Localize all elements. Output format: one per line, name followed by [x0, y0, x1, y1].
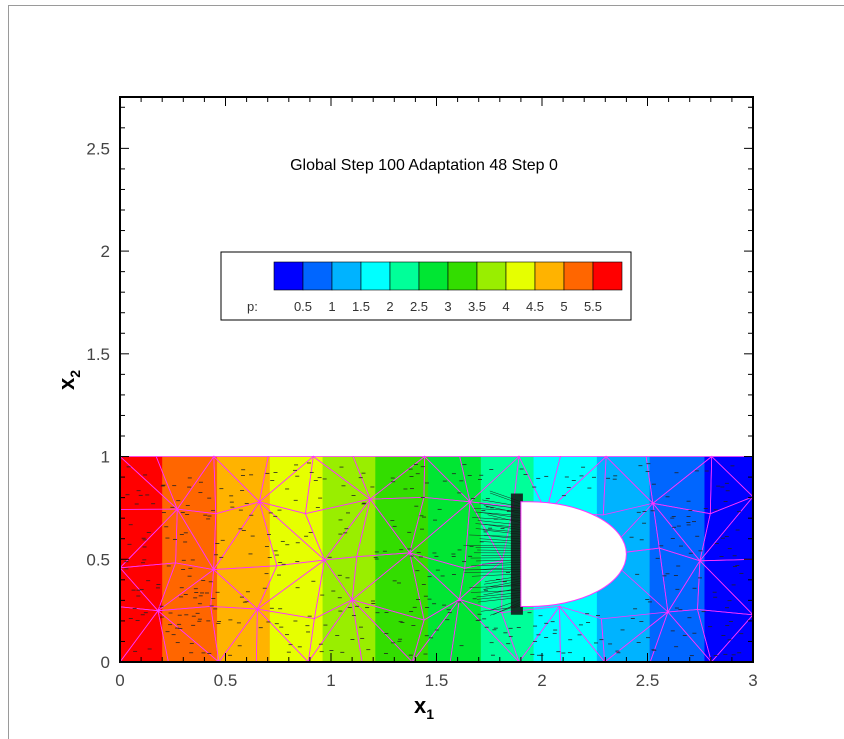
mesh-triangle — [600, 611, 670, 663]
colorbar-swatches — [273, 261, 623, 291]
x-tick-label: 0.5 — [214, 671, 238, 690]
colorbar-swatch — [331, 261, 362, 291]
colorbar-swatch — [418, 261, 449, 291]
x-axis-label-sub: 1 — [426, 706, 434, 722]
y-tick-labels: 0 0.5 1 1.5 2 2.5 — [86, 139, 110, 672]
colorbar-swatch — [302, 261, 333, 291]
colorbar-swatch — [360, 261, 391, 291]
colorbar-swatch — [534, 261, 565, 291]
x-tick-label: 1 — [326, 671, 335, 690]
axis-ticks — [119, 97, 754, 663]
colorbar-tick-label: 2.5 — [410, 299, 428, 314]
x-tick-label: 2 — [537, 671, 546, 690]
colorbar-swatch — [505, 261, 536, 291]
colorbar-tick-label: 3 — [444, 299, 451, 314]
y-tick-label: 1 — [101, 448, 110, 467]
x-axis-label: x1 — [414, 693, 434, 722]
colorbar-swatch — [563, 261, 594, 291]
mesh-triangle — [501, 605, 561, 663]
x-tick-label: 2.5 — [636, 671, 660, 690]
colorbar-tick-label: 0.5 — [294, 299, 312, 314]
colorbar-tick-label: 3.5 — [468, 299, 486, 314]
colorbar-swatch — [389, 261, 420, 291]
colorbar-swatch — [476, 261, 507, 291]
colorbar-legend: p: 0.5 1 1.5 2 2.5 3 3.5 4 4.5 5 5.5 — [220, 251, 632, 321]
figure-frame — [8, 5, 844, 739]
x-tick-label: 1.5 — [425, 671, 449, 690]
colorbar-swatch — [447, 261, 478, 291]
mesh-triangle — [258, 456, 315, 503]
mesh-triangle — [459, 456, 521, 503]
colorbar-tick-labels: 0.5 1 1.5 2 2.5 3 3.5 4 4.5 5 5.5 — [294, 299, 602, 314]
colorbar-tick-label: 4.5 — [526, 299, 544, 314]
y-axis-label-sub: 2 — [67, 370, 83, 378]
colorbar-label: p: — [247, 299, 258, 314]
mesh-triangle — [545, 456, 608, 514]
x-tick-labels: 0 0.5 1 1.5 2 2.5 3 — [115, 671, 757, 690]
obstacle-shape — [520, 501, 627, 608]
colorbar-tick-label: 2 — [386, 299, 393, 314]
x-tick-label: 0 — [115, 671, 124, 690]
colorbar-tick-label: 4 — [502, 299, 509, 314]
x-axis-label-main: x — [414, 693, 427, 718]
colorbar-tick-label: 5 — [560, 299, 567, 314]
mesh-triangle — [155, 456, 215, 510]
y-axis-label: x2 — [54, 370, 83, 390]
pressure-band — [428, 456, 482, 662]
chart-title: Global Step 100 Adaptation 48 Step 0 — [290, 157, 558, 174]
refined-mesh — [124, 462, 744, 657]
obstacle — [520, 501, 627, 608]
pressure-band — [269, 456, 324, 662]
y-tick-label: 0.5 — [86, 550, 110, 569]
refined-mesh-cluster — [510, 493, 523, 615]
mesh-triangle — [645, 456, 713, 505]
colorbar-tick-label: 1.5 — [352, 299, 370, 314]
colorbar-tick-label: 1 — [328, 299, 335, 314]
colorbar-swatch — [273, 261, 304, 291]
y-tick-label: 0 — [101, 653, 110, 672]
colorbar-tick-label: 5.5 — [584, 299, 602, 314]
y-axis-label-main: x — [54, 377, 79, 390]
x-tick-label: 3 — [748, 671, 757, 690]
y-tick-label: 2.5 — [86, 139, 110, 158]
pressure-band — [649, 456, 705, 662]
y-tick-label: 2 — [101, 242, 110, 261]
y-tick-label: 1.5 — [86, 345, 110, 364]
colorbar-swatch — [592, 261, 623, 291]
